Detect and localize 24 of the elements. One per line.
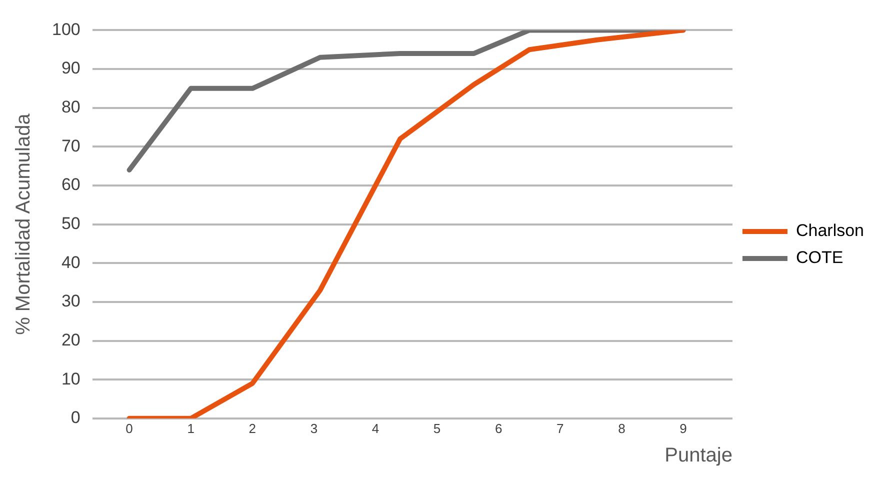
y-tick-label: 30 bbox=[61, 292, 80, 311]
y-tick-label: 100 bbox=[52, 20, 80, 39]
legend-label: Charlson bbox=[796, 221, 864, 240]
x-tick-label: 2 bbox=[248, 420, 256, 436]
y-tick-label: 60 bbox=[61, 175, 80, 194]
y-tick-label: 20 bbox=[61, 330, 80, 350]
x-tick-label: 3 bbox=[310, 420, 318, 436]
x-tick-label: 0 bbox=[126, 420, 133, 436]
x-axis-title: Puntaje bbox=[664, 444, 732, 467]
y-tick-label: 70 bbox=[61, 136, 80, 156]
x-tick-label: 7 bbox=[556, 420, 564, 436]
legend-label: COTE bbox=[796, 248, 844, 268]
y-tick-label: 80 bbox=[61, 98, 80, 117]
y-tick-label: 50 bbox=[61, 214, 80, 233]
x-tick-label: 8 bbox=[618, 420, 626, 436]
y-tick-label: 10 bbox=[61, 369, 80, 388]
x-tick-label: 6 bbox=[494, 420, 502, 436]
y-tick-label: 90 bbox=[61, 58, 80, 78]
x-tick-label: 9 bbox=[680, 420, 687, 436]
y-axis-title: % Mortalidad Acumulada bbox=[12, 112, 35, 335]
x-tick-label: 1 bbox=[187, 420, 194, 436]
y-tick-label: 40 bbox=[61, 252, 80, 272]
x-tick-label: 4 bbox=[372, 420, 380, 436]
x-tick-label: 5 bbox=[433, 420, 441, 436]
